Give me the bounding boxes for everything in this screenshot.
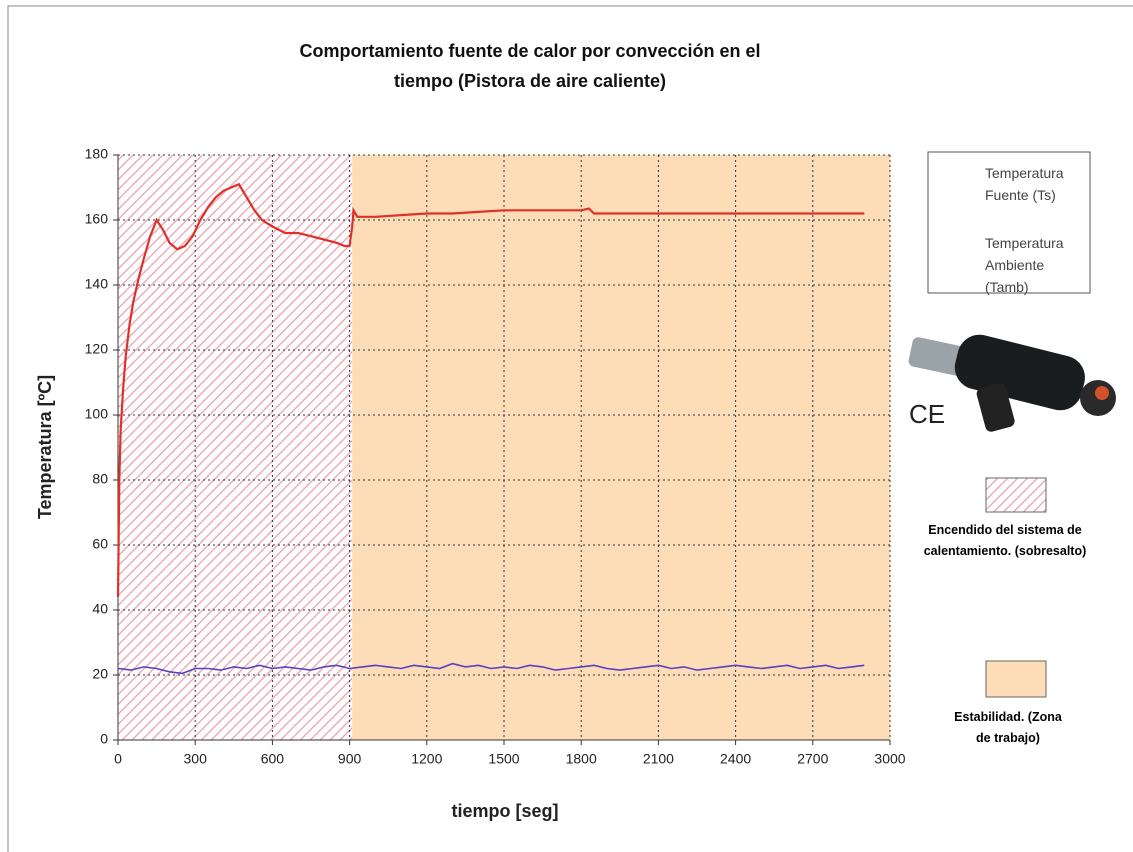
y-tick-label: 0 [100, 731, 108, 747]
chart-title: Comportamiento fuente de calor por conve… [299, 41, 761, 91]
x-tick-label: 1500 [488, 751, 519, 767]
x-tick-label: 1800 [566, 751, 597, 767]
y-tick-label: 20 [92, 666, 108, 682]
frame [7, 5, 1133, 852]
ce-mark: CE [909, 399, 945, 429]
legend-label: Temperatura Ambiente (Tamb) [985, 235, 1064, 295]
x-tick-label: 300 [184, 751, 208, 767]
x-tick-label: 900 [338, 751, 362, 767]
zone-swatch [985, 660, 1047, 698]
y-axis-label: Temperatura [ºC] [35, 375, 55, 519]
series-line [116, 182, 865, 598]
series-line [117, 662, 865, 675]
y-tick-label: 180 [85, 146, 109, 162]
zone-swatch [985, 477, 1047, 513]
x-tick-label: 2100 [643, 751, 674, 767]
x-axis-label: tiempo [seg] [451, 801, 558, 821]
x-tick-label: 600 [261, 751, 285, 767]
y-tick-label: 60 [92, 536, 108, 552]
legend-box [927, 151, 1091, 294]
y-tick-label: 100 [85, 406, 109, 422]
region [118, 155, 353, 740]
y-tick-label: 140 [85, 276, 109, 292]
x-tick-label: 2400 [720, 751, 751, 767]
x-tick-label: 1200 [411, 751, 442, 767]
heat-gun-picture [908, 334, 1116, 432]
x-tick-label: 0 [114, 751, 122, 767]
y-tick-label: 40 [92, 601, 108, 617]
x-tick-label: 2700 [797, 751, 828, 767]
zone-label: Estabilidad. (Zona de trabajo) [954, 710, 1062, 745]
x-tick-label: 3000 [874, 751, 905, 767]
y-tick-label: 120 [85, 341, 109, 357]
y-tick-label: 80 [92, 471, 108, 487]
y-tick-label: 160 [85, 211, 109, 227]
legend-label: Temperatura Fuente (Ts) [985, 165, 1064, 203]
zone-label: Encendido del sistema de calentamiento. … [923, 523, 1087, 558]
region [352, 155, 890, 740]
